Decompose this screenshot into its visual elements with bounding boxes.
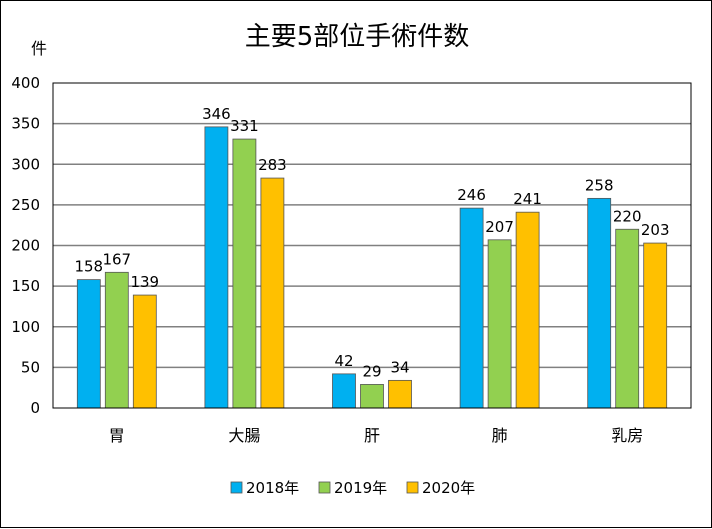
bar — [615, 228, 640, 409]
data-label: 42 — [334, 352, 353, 370]
legend-swatch — [230, 481, 243, 494]
data-label: 246 — [457, 186, 486, 204]
y-tick-label: 300 — [11, 155, 40, 173]
data-label: 34 — [390, 358, 409, 376]
data-label: 283 — [258, 156, 287, 174]
bars — [76, 126, 668, 409]
y-tick-label: 350 — [11, 115, 40, 133]
bar — [132, 294, 157, 409]
legend: 2018年 2019年 2020年 — [230, 479, 475, 497]
category-labels: 胃 大腸 肝 肺 乳房 — [109, 426, 643, 445]
category-label: 肝 — [364, 426, 380, 445]
category-label: 肺 — [492, 426, 508, 445]
bar — [515, 211, 540, 409]
bar — [76, 279, 101, 409]
legend-swatch — [318, 481, 331, 494]
y-tick-label: 50 — [21, 358, 40, 376]
data-label: 167 — [102, 250, 131, 268]
data-label: 139 — [130, 273, 159, 291]
bar — [388, 379, 412, 409]
category-label: 胃 — [109, 426, 125, 445]
y-axis-ticks: 0 50 100 150 200 250 300 350 400 — [11, 74, 40, 417]
data-label: 29 — [362, 362, 381, 380]
chart-title: 主要5部位手術件数 — [245, 22, 470, 52]
category-label: 大腸 — [228, 426, 260, 445]
data-label: 203 — [641, 221, 670, 239]
bar — [104, 271, 129, 409]
y-tick-label: 400 — [11, 74, 40, 92]
data-label: 241 — [513, 190, 542, 208]
data-label: 346 — [202, 105, 231, 123]
y-axis-unit-label: 件 — [31, 39, 47, 58]
data-label: 331 — [230, 117, 259, 135]
bar — [204, 126, 229, 409]
legend-label: 2020年 — [422, 479, 475, 497]
bar — [360, 384, 384, 409]
y-tick-label: 100 — [11, 318, 40, 336]
legend-label: 2018年 — [246, 479, 299, 497]
data-label: 258 — [585, 176, 614, 194]
bar — [643, 242, 668, 409]
data-label: 207 — [485, 218, 514, 236]
bar — [232, 138, 257, 409]
y-tick-label: 200 — [11, 237, 40, 255]
plot-area-border — [52, 82, 692, 409]
category-label: 乳房 — [611, 426, 643, 445]
bar — [260, 177, 285, 409]
y-tick-label: 0 — [30, 399, 40, 417]
y-tick-label: 250 — [11, 196, 40, 214]
data-label: 158 — [74, 258, 103, 276]
legend-swatch — [406, 481, 419, 494]
gridlines — [53, 122, 691, 369]
bar — [487, 239, 512, 409]
legend-label: 2019年 — [334, 479, 387, 497]
bar — [332, 373, 356, 409]
y-tick-label: 150 — [11, 277, 40, 295]
bar — [587, 197, 612, 409]
bar — [459, 207, 484, 409]
data-label: 220 — [613, 207, 642, 225]
